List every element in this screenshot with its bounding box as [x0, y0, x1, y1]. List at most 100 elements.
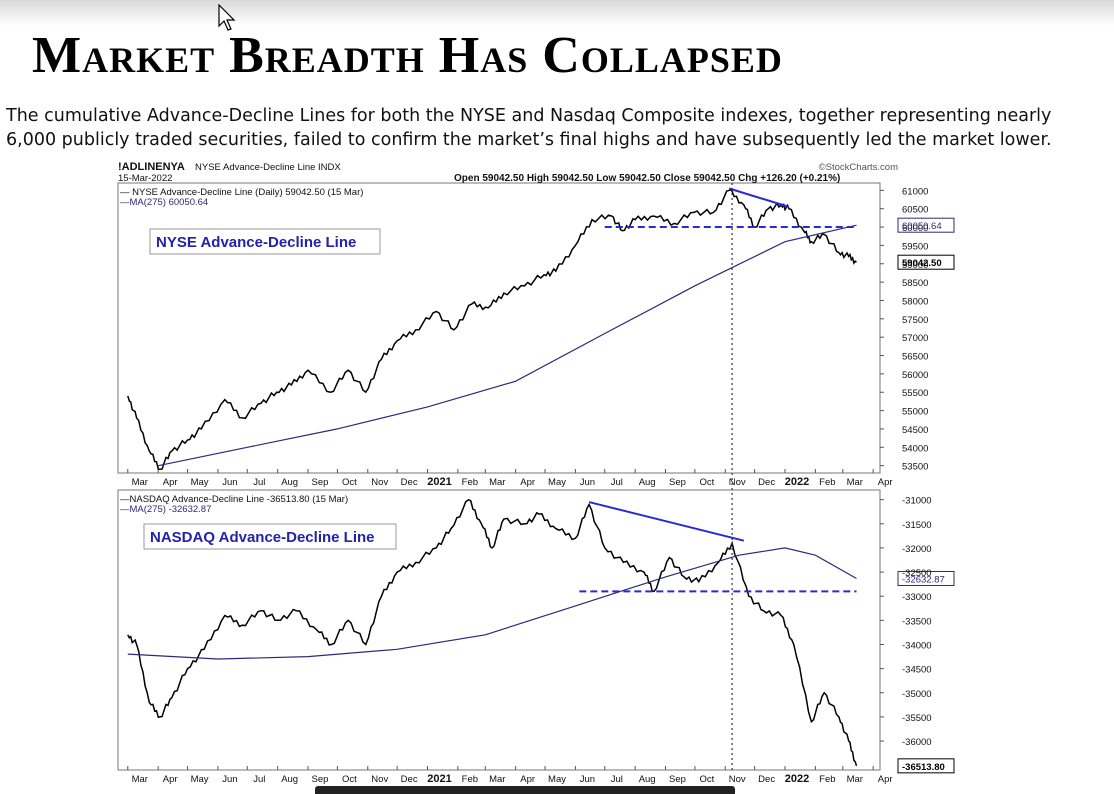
x-tick-label: Jul — [611, 477, 623, 488]
slide-title: Market Breadth Has Collapsed — [32, 27, 783, 84]
x-tick-label: May — [548, 774, 566, 785]
x-tick-label: Oct — [699, 774, 714, 785]
y-tick-label: 55000 — [902, 407, 928, 418]
panel-label: NYSE Advance-Decline Line — [156, 234, 356, 251]
taskbar-strip — [315, 786, 735, 794]
y-tick-label: 57500 — [902, 315, 928, 326]
x-tick-label: Sep — [312, 774, 329, 785]
price-line — [127, 189, 857, 471]
y-tick-label: 61000 — [902, 186, 928, 197]
x-tick-label: Aug — [281, 477, 298, 488]
y-tick-label: 59000 — [902, 260, 928, 271]
x-tick-label: Apr — [163, 774, 178, 785]
x-tick-label: Jun — [580, 477, 595, 488]
ma-line — [127, 547, 857, 660]
x-tick-label: Mar — [847, 774, 863, 785]
ma-value-text: 60050.64 — [902, 221, 942, 232]
ma-line — [158, 224, 857, 467]
x-tick-label: Feb — [462, 477, 478, 488]
x-tick-label: Dec — [401, 477, 418, 488]
legend-entry: —MA(275) -32632.87 — [120, 504, 211, 515]
x-tick-label: 2022 — [785, 773, 809, 785]
chart-marks — [127, 183, 858, 770]
x-tick-label: Jun — [222, 774, 237, 785]
x-tick-label: Nov — [729, 477, 746, 488]
y-tick-label: -36000 — [902, 737, 932, 748]
y-tick-label: 60000 — [902, 223, 928, 234]
y-tick-label: -31500 — [902, 520, 932, 531]
slide-subtitle: The cumulative Advance-Decline Lines for… — [6, 106, 1052, 150]
y-tick-label: 55500 — [902, 388, 928, 399]
x-tick-label: Mar — [489, 477, 505, 488]
y-tick-label: -34500 — [902, 665, 932, 676]
y-tick-label: -34000 — [902, 640, 932, 651]
panel-label-box — [143, 523, 397, 550]
y-tick-label: 58500 — [902, 278, 928, 289]
x-tick-label: Oct — [342, 477, 357, 488]
ohlc-readout: Open 59042.50 High 59042.50 Low 59042.50… — [454, 173, 840, 184]
legend-entry: — NYSE Advance-Decline Line (Daily) 5904… — [120, 187, 363, 198]
y-tick-label: 54000 — [902, 443, 928, 454]
x-tick-label: Mar — [132, 477, 148, 488]
x-tick-label: 2021 — [427, 476, 451, 488]
y-tick-label: 59500 — [902, 241, 928, 252]
y-tick-label: -32000 — [902, 544, 932, 555]
y-tick-label: -31000 — [902, 496, 932, 507]
x-tick-label: Jul — [253, 477, 265, 488]
last-value-tag — [897, 758, 955, 774]
x-tick-label: Jun — [580, 774, 595, 785]
x-tick-label: Nov — [729, 774, 746, 785]
x-tick-label: Nov — [371, 477, 388, 488]
y-tick-label: -35000 — [902, 689, 932, 700]
x-tick-label: Mar — [132, 774, 148, 785]
x-tick-label: Apr — [520, 774, 535, 785]
x-tick-label: Apr — [878, 477, 893, 488]
symbol-label: !ADLINENYA — [118, 161, 185, 173]
y-tick-label: 60500 — [902, 205, 928, 216]
panel-label-box — [149, 228, 381, 255]
chart-frames — [117, 182, 955, 774]
x-tick-label: Jun — [222, 477, 237, 488]
x-tick-label: Jul — [253, 774, 265, 785]
x-tick-label: 2021 — [427, 773, 451, 785]
y-tick-label: -33000 — [902, 592, 932, 603]
x-tick-label: May — [191, 477, 209, 488]
source-label: ©StockCharts.com — [819, 162, 898, 173]
y-tick-label: 58000 — [902, 296, 928, 307]
y-tick-label: 56500 — [902, 352, 928, 363]
legend-entry: —NASDAQ Advance-Decline Line -36513.80 (… — [120, 494, 348, 505]
y-tick-label: 53500 — [902, 462, 928, 473]
x-tick-label: Mar — [489, 774, 505, 785]
x-tick-label: Feb — [819, 774, 835, 785]
y-tick-label: -35500 — [902, 713, 932, 724]
trendline — [588, 501, 745, 542]
x-tick-label: May — [191, 774, 209, 785]
x-tick-label: Sep — [669, 774, 686, 785]
y-tick-label: -33500 — [902, 616, 932, 627]
x-tick-label: Dec — [758, 477, 775, 488]
x-tick-label: Dec — [401, 774, 418, 785]
x-tick-label: May — [548, 477, 566, 488]
x-tick-label: Oct — [342, 774, 357, 785]
mouse-cursor-icon — [218, 4, 236, 31]
x-tick-label: Sep — [312, 477, 329, 488]
last-value-text: 59042.50 — [902, 258, 942, 269]
x-tick-label: Nov — [371, 774, 388, 785]
x-tick-label: Mar — [847, 477, 863, 488]
ma-value-text: -32632.87 — [902, 574, 945, 585]
y-tick-label: 56000 — [902, 370, 928, 381]
window-top-bar — [0, 0, 1114, 26]
legend-entry: —MA(275) 60050.64 — [120, 197, 208, 208]
x-tick-label: Dec — [758, 774, 775, 785]
last-value-tag — [897, 254, 955, 270]
trendline — [728, 187, 790, 208]
x-tick-label: Apr — [878, 774, 893, 785]
x-tick-label: Apr — [520, 477, 535, 488]
x-tick-label: Oct — [699, 477, 714, 488]
x-tick-label: Aug — [639, 477, 656, 488]
x-tick-label: Feb — [462, 774, 478, 785]
x-tick-label: Aug — [639, 774, 656, 785]
x-tick-label: 2022 — [785, 476, 809, 488]
x-tick-label: Jul — [611, 774, 623, 785]
